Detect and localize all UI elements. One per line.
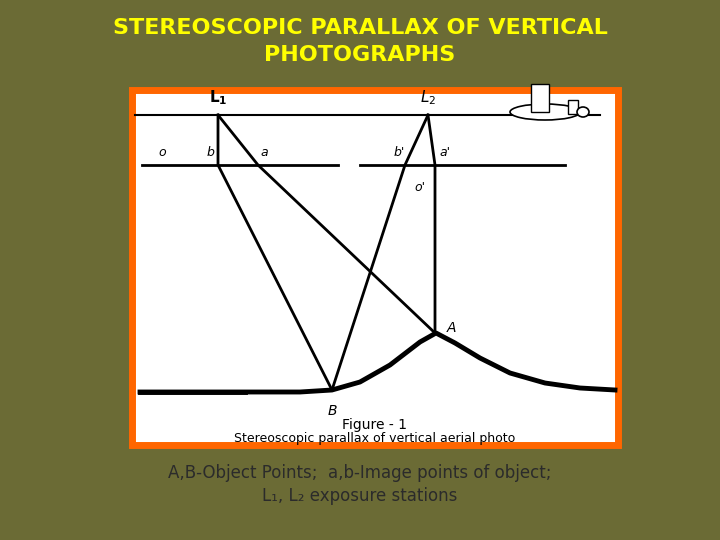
Ellipse shape <box>577 107 589 117</box>
Text: a': a' <box>439 146 451 159</box>
Text: B: B <box>328 404 337 418</box>
FancyArrow shape <box>531 84 549 112</box>
Ellipse shape <box>510 104 580 120</box>
FancyArrow shape <box>568 100 578 114</box>
Text: $L_2$: $L_2$ <box>420 89 436 107</box>
Text: Figure - 1: Figure - 1 <box>343 418 408 432</box>
Text: L₁, L₂ exposure stations: L₁, L₂ exposure stations <box>262 487 458 505</box>
Text: Stereoscopic parallax of vertical aerial photo: Stereoscopic parallax of vertical aerial… <box>235 432 516 445</box>
Text: A,B-Object Points;  a,b-Image points of object;: A,B-Object Points; a,b-Image points of o… <box>168 464 552 482</box>
Text: b: b <box>206 146 214 159</box>
Text: a: a <box>260 146 268 159</box>
Text: o: o <box>158 146 166 159</box>
Text: o': o' <box>415 181 426 194</box>
Text: $\mathbf{L_1}$: $\mathbf{L_1}$ <box>209 89 228 107</box>
Text: PHOTOGRAPHS: PHOTOGRAPHS <box>264 45 456 65</box>
Text: b': b' <box>393 146 405 159</box>
Text: STEREOSCOPIC PARALLAX OF VERTICAL: STEREOSCOPIC PARALLAX OF VERTICAL <box>112 18 608 38</box>
Bar <box>132 90 618 445</box>
Text: A: A <box>447 321 456 335</box>
